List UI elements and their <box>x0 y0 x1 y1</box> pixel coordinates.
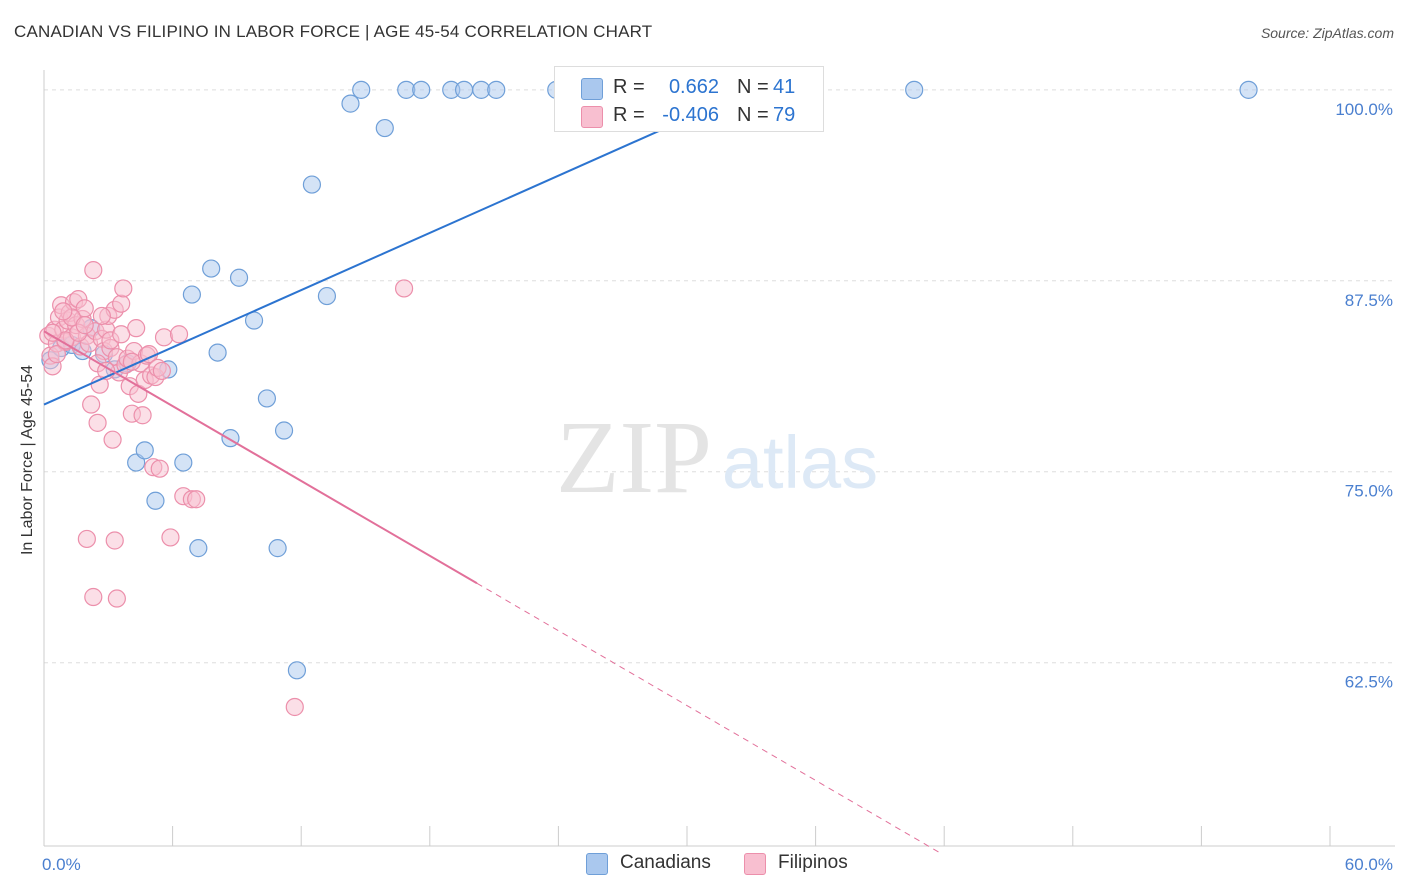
filipinos-trend-line <box>43 330 478 585</box>
filipinos-legend-swatch <box>744 853 766 875</box>
correlation-legend: R = 0.662 N = 41 R = -0.406 N = 79 <box>554 66 824 132</box>
canadian-point <box>146 491 165 510</box>
canadian-point <box>352 80 371 99</box>
series-filipinos <box>39 261 414 717</box>
filipino-point <box>84 261 103 280</box>
series-canadians <box>41 80 1258 680</box>
watermark-zip: ZIP <box>556 400 712 515</box>
canadian-point <box>287 661 307 680</box>
watermark: ZIP atlas <box>556 400 878 515</box>
x-tick-label-min: 0.0% <box>42 855 81 874</box>
filipino-point <box>107 589 126 608</box>
filipino-point <box>114 279 133 298</box>
filipino-point <box>103 430 122 449</box>
filipino-point <box>82 395 101 414</box>
canadian-point <box>182 285 201 304</box>
canadian-point <box>189 539 208 558</box>
canadian-point <box>487 80 506 99</box>
canadians-n-label: N = <box>737 76 769 98</box>
filipino-point <box>152 361 171 381</box>
canadian-point <box>1239 80 1258 99</box>
canadian-point <box>274 421 294 440</box>
filipino-point <box>88 413 107 432</box>
canadian-point <box>174 453 193 472</box>
canadians-legend-swatch <box>586 853 608 875</box>
filipinos-trend-extension <box>476 582 941 854</box>
canadian-point <box>317 286 337 306</box>
canadian-point <box>375 118 394 138</box>
y-tick-label: 75.0% <box>1345 482 1393 501</box>
filipino-point <box>150 459 169 478</box>
filipino-point <box>112 325 131 344</box>
trend-lines <box>43 88 941 854</box>
canadians-legend-label: Canadians <box>620 852 711 873</box>
canadians-r-label: R = <box>613 76 645 98</box>
canadian-point <box>135 441 154 460</box>
y-tick-label: 87.5% <box>1345 291 1393 310</box>
source-label: Source: ZipAtlas.com <box>1260 25 1394 41</box>
filipinos-n-label: N = <box>737 104 769 126</box>
canadians-n-value: 41 <box>773 76 796 98</box>
filipino-point <box>169 325 189 344</box>
watermark-atlas: atlas <box>722 421 878 504</box>
canadian-point <box>268 539 287 558</box>
axis-layer <box>43 70 1395 847</box>
filipino-point <box>43 323 62 342</box>
y-tick-label: 100.0% <box>1335 100 1393 119</box>
canadian-point <box>302 175 322 194</box>
filipino-point <box>105 531 124 550</box>
canadian-point <box>341 94 360 113</box>
y-tick-label: 62.5% <box>1345 673 1393 692</box>
filipino-point <box>285 697 304 717</box>
filipino-point <box>84 587 103 607</box>
canadian-point <box>412 80 431 99</box>
filipino-point <box>187 490 206 509</box>
filipino-point <box>77 529 96 549</box>
filipinos-swatch <box>581 106 603 128</box>
filipinos-r-value: -0.406 <box>662 104 719 126</box>
legend-row-canadians: R = 0.662 N = 41 <box>555 72 823 102</box>
filipino-point <box>154 328 174 347</box>
canadian-point <box>208 343 227 362</box>
filipino-point <box>54 302 73 321</box>
filipino-point <box>161 528 180 547</box>
canadians-r-value: 0.662 <box>668 76 719 98</box>
grid-layer <box>44 89 1395 664</box>
filipinos-legend-label: Filipinos <box>778 852 848 873</box>
filipino-point <box>112 294 131 313</box>
filipinos-n-value: 79 <box>773 104 796 126</box>
filipino-point <box>75 316 94 335</box>
canadian-point <box>454 80 474 99</box>
x-tick-label-max: 60.0% <box>1345 855 1393 874</box>
legend-row-filipinos: R = -0.406 N = 79 <box>555 100 823 130</box>
filipinos-r-label: R = <box>613 104 645 126</box>
tick-labels: 100.0% 87.5% 75.0% 62.5% 0.0% 60.0% <box>42 100 1393 874</box>
canadian-point <box>202 259 221 278</box>
filipino-point <box>133 406 152 425</box>
filipino-point <box>47 345 66 364</box>
filipino-point <box>92 306 111 326</box>
canadians-swatch <box>581 78 603 100</box>
canadians-trend-line <box>43 88 752 406</box>
canadian-point <box>229 268 249 287</box>
chart-title: CANADIAN VS FILIPINO IN LABOR FORCE | AG… <box>14 22 653 41</box>
canadian-point <box>905 80 924 99</box>
filipino-point <box>394 279 414 298</box>
canadian-point <box>257 389 277 408</box>
